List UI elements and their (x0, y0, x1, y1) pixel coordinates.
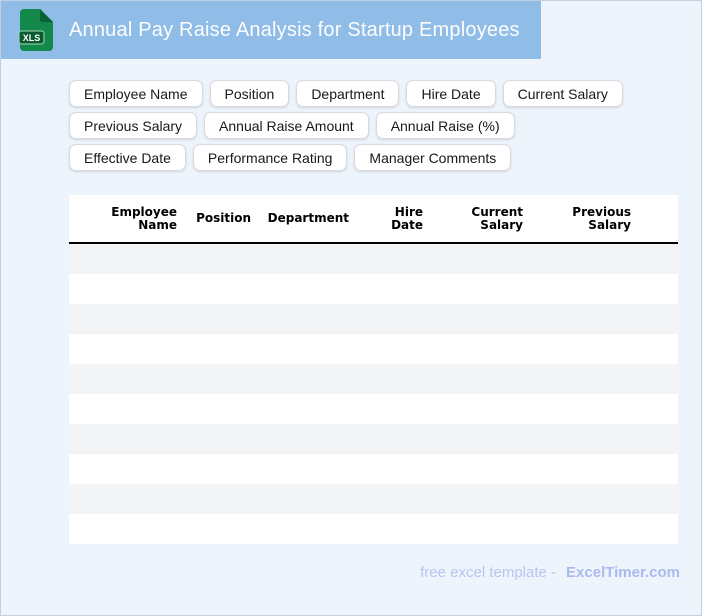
table-body (69, 244, 678, 544)
tag-chip[interactable]: Current Salary (502, 80, 623, 107)
tag-chip[interactable]: Manager Comments (354, 144, 512, 171)
table-column-header: Hire Date (391, 204, 423, 232)
table-column-header: Employee Name (111, 204, 177, 232)
tag-chip[interactable]: Hire Date (406, 80, 496, 107)
table-row (69, 274, 678, 304)
table-column-header: Previous Salary (572, 204, 631, 232)
header-banner: XLS Annual Pay Raise Analysis for Startu… (1, 1, 541, 59)
table-header-row: Employee Name Position Department Hire Date… (69, 195, 678, 244)
table-column-header: Current Salary (471, 204, 523, 232)
table-row (69, 514, 678, 544)
table-row (69, 454, 678, 484)
brand-link[interactable]: ExcelTimer.com (566, 564, 680, 581)
tag-chip[interactable]: Employee Name (69, 80, 203, 107)
tag-chip[interactable]: Department (296, 80, 400, 107)
tag-chip[interactable]: Previous Salary (69, 112, 198, 139)
tag-chip[interactable]: Annual Raise Amount (204, 112, 369, 139)
tag-chip[interactable]: Performance Rating (192, 144, 348, 171)
tag-chip[interactable]: Effective Date (69, 144, 186, 171)
column-tags: Employee Name Position Department Hire Date… (69, 80, 634, 171)
table-row (69, 424, 678, 454)
table-column-header: Department (267, 211, 349, 225)
footer-label: free excel template - (420, 564, 557, 581)
table-row (69, 334, 678, 364)
xls-file-icon: XLS (18, 9, 53, 51)
xls-icon-label: XLS (23, 33, 41, 43)
tag-chip[interactable]: Annual Raise (%) (375, 112, 515, 139)
page-title: Annual Pay Raise Analysis for Startup Em… (69, 19, 520, 41)
table-row (69, 304, 678, 334)
table-row (69, 394, 678, 424)
table-row (69, 484, 678, 514)
table-row (69, 244, 678, 274)
footer: free excel template - ExcelTimer.com (420, 564, 680, 581)
tag-chip[interactable]: Position (209, 80, 290, 107)
table-row (69, 364, 678, 394)
preview-table: Employee Name Position Department Hire Date… (69, 195, 678, 544)
table-column-header: Position (196, 211, 251, 225)
